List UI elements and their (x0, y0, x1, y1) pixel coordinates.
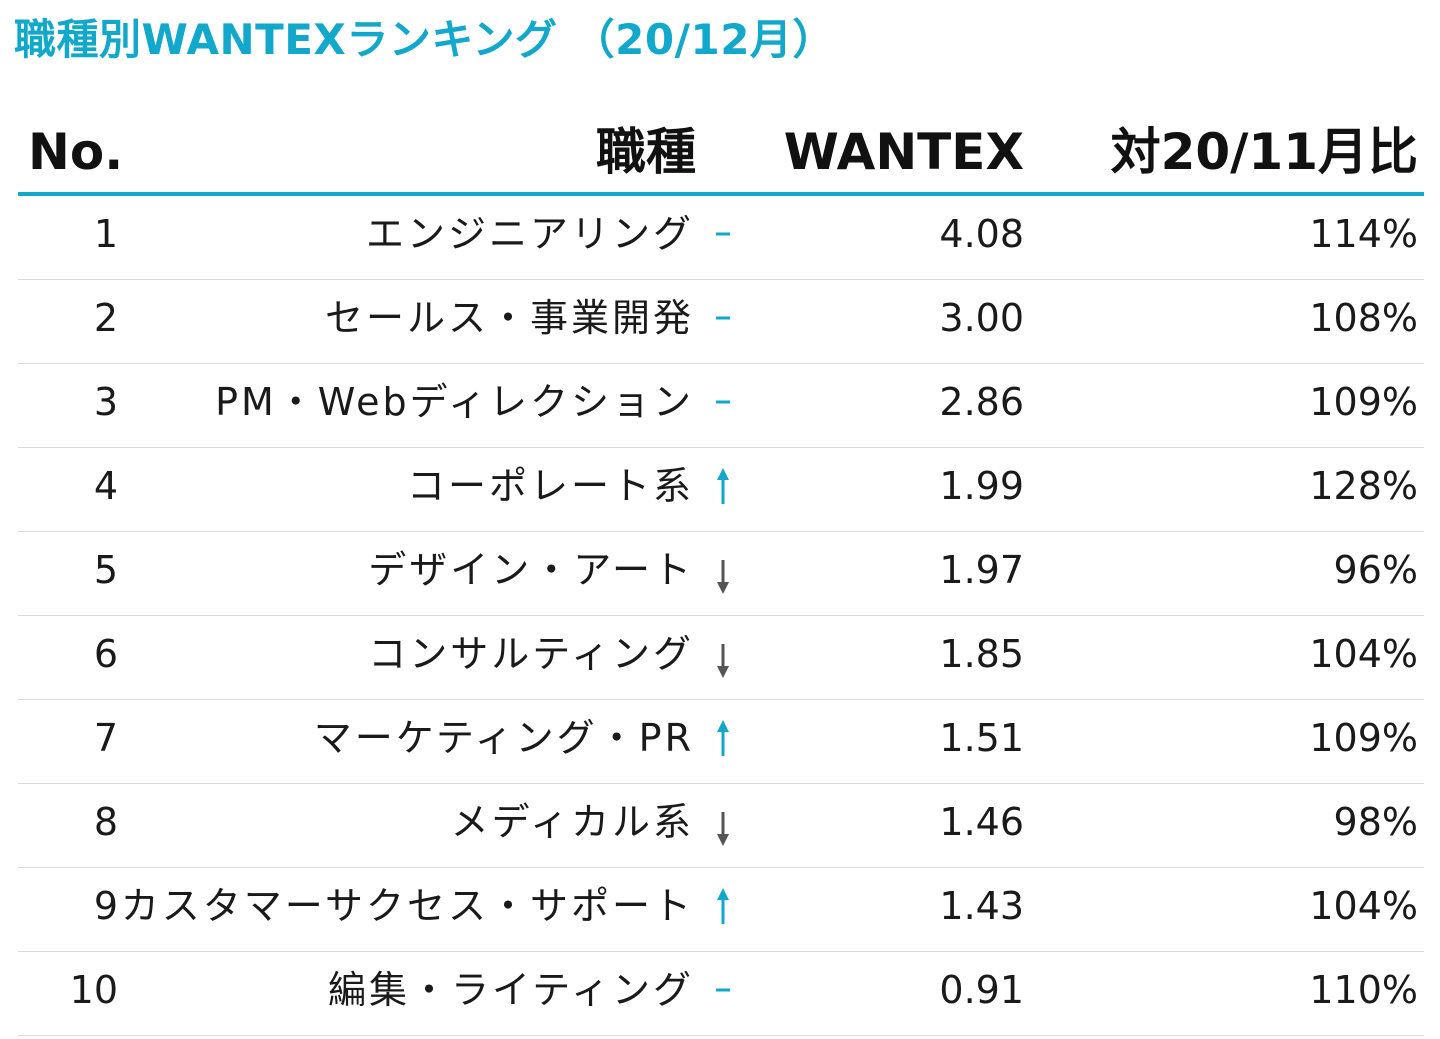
flat-icon (716, 400, 730, 404)
wantex-value: 1.46 (939, 800, 1024, 844)
up-arrow-icon (717, 888, 729, 924)
up-arrow-icon (717, 468, 729, 504)
table-row: 5 デザイン・アート 1.97 96% (18, 532, 1424, 616)
rank-number: 2 (93, 296, 118, 340)
ratio-value: 98% (1333, 800, 1418, 844)
table-header: No. 職種 WANTEX 対20/11月比 (18, 112, 1424, 196)
flat-icon (716, 316, 730, 320)
wantex-value: 4.08 (939, 212, 1024, 256)
table-row: 1 エンジニアリング 4.08 114% (18, 196, 1424, 280)
ratio-value: 108% (1309, 296, 1418, 340)
wantex-value: 1.51 (939, 716, 1024, 760)
table-row: 3 PM・Webディレクション 2.86 109% (18, 364, 1424, 448)
job-name: 編集・ライティング (328, 968, 694, 1012)
table-row: 10 編集・ライティング 0.91 110% (18, 952, 1424, 1036)
header-wantex: WANTEX (783, 123, 1024, 181)
rank-number: 5 (93, 548, 118, 592)
down-arrow-icon (717, 812, 729, 846)
rank-number: 8 (93, 800, 118, 844)
table-row: 6 コンサルティング 1.85 104% (18, 616, 1424, 700)
trend-cell (708, 616, 738, 692)
ratio-value: 96% (1333, 548, 1418, 592)
rank-number: 6 (93, 632, 118, 676)
wantex-value: 1.43 (939, 884, 1024, 928)
ratio-value: 109% (1309, 380, 1418, 424)
wantex-value: 0.91 (939, 968, 1024, 1012)
trend-cell (708, 784, 738, 860)
rank-number: 7 (93, 716, 118, 760)
down-arrow-icon (717, 560, 729, 594)
wantex-value: 2.86 (939, 380, 1024, 424)
trend-cell (708, 952, 738, 1028)
table-row: 9 カスタマーサクセス・サポート 1.43 104% (18, 868, 1424, 952)
job-name: セールス・事業開発 (324, 296, 694, 340)
ratio-value: 110% (1309, 968, 1418, 1012)
rank-number: 4 (93, 464, 118, 508)
job-name: カスタマーサクセス・サポート (120, 884, 694, 928)
ratio-value: 104% (1309, 632, 1418, 676)
wantex-value: 1.99 (939, 464, 1024, 508)
table-row: 4 コーポレート系 1.99 128% (18, 448, 1424, 532)
job-name: コーポレート系 (406, 464, 694, 508)
table-row: 8 メディカル系 1.46 98% (18, 784, 1424, 868)
header-no: No. (28, 123, 124, 181)
trend-cell (708, 196, 738, 272)
header-job: 職種 (596, 123, 696, 181)
ratio-value: 128% (1309, 464, 1418, 508)
rank-number: 10 (69, 968, 118, 1012)
ratio-value: 109% (1309, 716, 1418, 760)
job-name: エンジニアリング (365, 212, 694, 256)
up-arrow-icon (717, 720, 729, 756)
job-name: マーケティング・PR (313, 716, 694, 760)
job-name: PM・Webディレクション (215, 380, 694, 424)
flat-icon (716, 988, 730, 992)
page-title: 職種別WANTEXランキング （20/12月） (14, 15, 835, 64)
trend-cell (708, 868, 738, 944)
down-arrow-icon (717, 644, 729, 678)
job-name: デザイン・アート (368, 548, 694, 592)
trend-cell (708, 532, 738, 608)
trend-cell (708, 364, 738, 440)
wantex-value: 1.85 (939, 632, 1024, 676)
rank-number: 3 (93, 380, 118, 424)
ranking-table: No. 職種 WANTEX 対20/11月比 1 エンジニアリング 4.08 1… (18, 112, 1424, 1036)
table-row: 2 セールス・事業開発 3.00 108% (18, 280, 1424, 364)
table-row: 7 マーケティング・PR 1.51 109% (18, 700, 1424, 784)
ratio-value: 114% (1309, 212, 1418, 256)
flat-icon (716, 232, 730, 236)
job-name: メディカル系 (450, 800, 694, 844)
trend-cell (708, 700, 738, 776)
rank-number: 1 (93, 212, 118, 256)
wantex-value: 1.97 (939, 548, 1024, 592)
header-ratio: 対20/11月比 (1110, 123, 1418, 181)
wantex-value: 3.00 (939, 296, 1024, 340)
job-name: コンサルティング (368, 632, 694, 676)
trend-cell (708, 448, 738, 524)
ratio-value: 104% (1309, 884, 1418, 928)
trend-cell (708, 280, 738, 356)
rank-number: 9 (93, 884, 118, 928)
